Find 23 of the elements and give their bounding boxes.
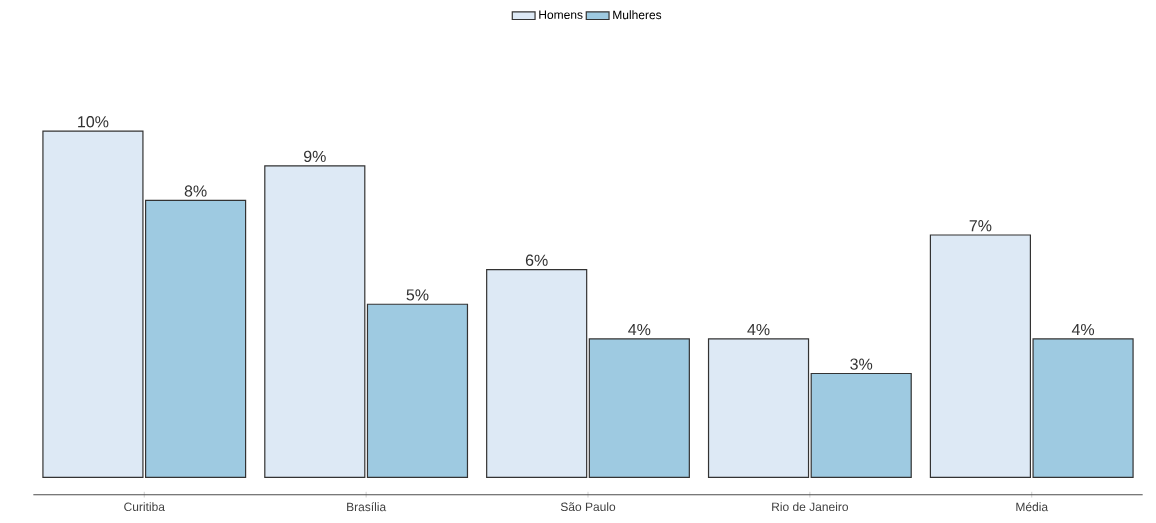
bar	[707, 338, 810, 479]
data-label: 3%	[850, 358, 873, 370]
data-label: 4%	[747, 324, 770, 336]
data-label: 7%	[969, 220, 992, 232]
x-tick-label: Curitiba	[124, 502, 165, 512]
bar	[810, 373, 912, 479]
bar	[486, 269, 588, 479]
x-tick-label: Média	[1016, 502, 1049, 512]
data-label: 9%	[303, 150, 326, 163]
bar	[366, 303, 469, 479]
data-label: 4%	[1071, 324, 1095, 336]
x-tick-label: Rio de Janeiro	[772, 502, 849, 512]
data-label: 4%	[628, 324, 651, 336]
data-label: 6%	[525, 254, 548, 267]
bar	[588, 338, 690, 479]
data-label: 5%	[406, 289, 429, 301]
legend-label: Homens	[539, 10, 583, 20]
bar	[264, 165, 366, 479]
data-label: 10%	[78, 116, 109, 128]
legend-label: Mulheres	[613, 10, 662, 20]
x-tick-label: Brasília	[347, 502, 387, 512]
x-tick-label: São Paulo	[560, 502, 616, 512]
data-label: 8%	[184, 185, 207, 197]
